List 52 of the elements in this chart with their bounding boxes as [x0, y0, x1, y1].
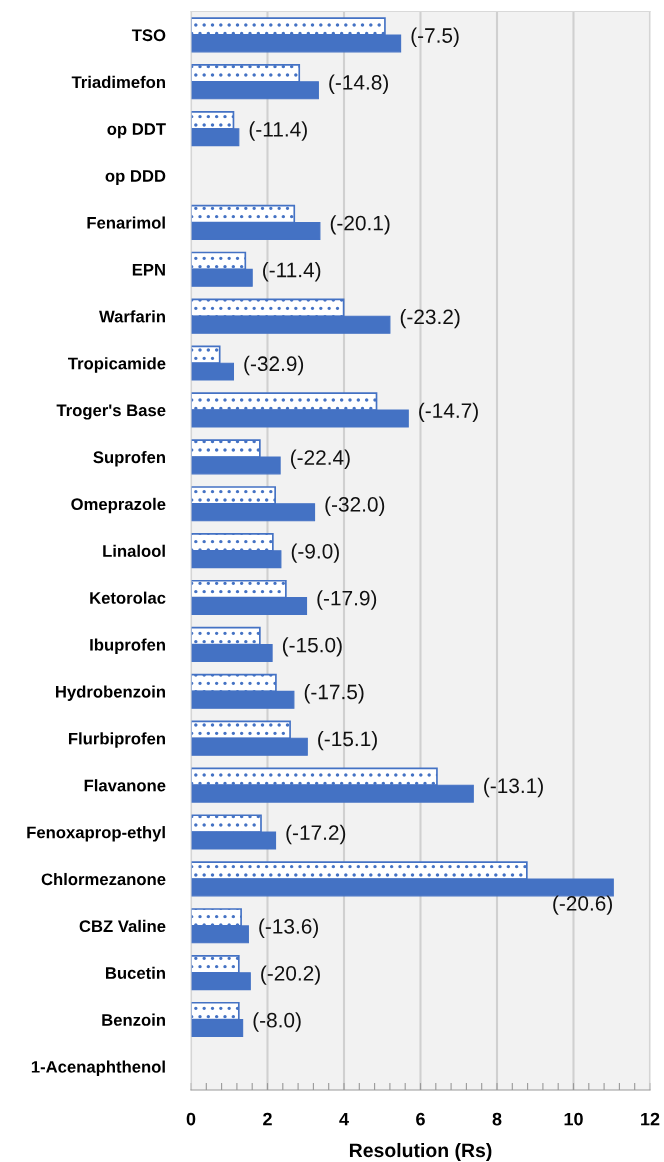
annotation: (-20.2): [261, 965, 320, 985]
annotation: (-17.5): [304, 684, 364, 704]
y-tick-label: Bucetin: [106, 966, 165, 979]
annotation: (-14.7): [419, 402, 478, 423]
y-tick-label: Fenoxaprop-ethyl: [27, 826, 165, 842]
annotation: (-13.6): [259, 918, 319, 938]
y-tick-label: Ibuprofen: [90, 638, 165, 655]
x-tick-label: 10: [564, 1112, 583, 1126]
y-tick-label: op DDD: [105, 170, 166, 186]
y-tick-label: TSO: [131, 29, 166, 42]
y-tick-label: Tropicamide: [68, 357, 166, 373]
annotation: (-14.8): [329, 74, 388, 94]
annotation: (-23.2): [400, 308, 460, 329]
y-tick-label: Suprofen: [93, 450, 165, 467]
y-tick-label: Flurbiprofen: [68, 732, 165, 748]
y-tick-label: Chlormezanone: [41, 872, 166, 886]
y-tick-label: EPN: [132, 263, 165, 276]
y-tick-label: Benzoin: [102, 1013, 165, 1026]
y-tick-label: Warfarin: [99, 310, 165, 323]
annotation: (-11.4): [249, 121, 307, 141]
y-tick-label: Linalool: [103, 544, 165, 557]
annotation: (-20.1): [330, 215, 390, 235]
y-tick-label: Omeprazole: [71, 497, 166, 514]
x-tick-label: 8: [492, 1112, 502, 1126]
annotation: (-8.0): [253, 1012, 301, 1032]
x-tick-label: 4: [339, 1112, 349, 1126]
x-axis-title: Resolution (Rs): [349, 1142, 492, 1162]
x-tick-label: 6: [416, 1112, 425, 1126]
x-tick-label: 0: [186, 1112, 196, 1126]
annotation: (-9.0): [291, 543, 339, 563]
annotation: (-17.9): [317, 590, 377, 610]
annotation: (-22.4): [290, 449, 350, 470]
annotation: (-32.0): [325, 496, 385, 516]
annotation: (-20.6): [553, 895, 612, 915]
y-tick-label: Ketorolac: [90, 591, 166, 604]
y-tick-label: Flavanone: [84, 779, 166, 792]
x-tick-label: 2: [263, 1112, 272, 1126]
y-tick-label: Hydrobenzoin: [56, 685, 165, 701]
y-tick-label: Fenarimol: [87, 216, 165, 229]
y-tick-label: Troger's Base: [56, 404, 166, 420]
y-tick-label: Triadimefon: [71, 75, 165, 89]
annotation: (-17.2): [286, 824, 346, 845]
annotation: (-32.9): [244, 355, 304, 376]
annotation: (-7.5): [411, 27, 459, 47]
annotation: (-13.1): [484, 777, 543, 798]
x-tick-label: 12: [641, 1112, 660, 1126]
y-tick-label: CBZ Valine: [79, 919, 166, 933]
annotation: (-11.4): [263, 262, 321, 282]
annotation: (-15.1): [318, 730, 377, 751]
annotation: (-15.0): [282, 637, 342, 657]
y-tick-label: 1-Acenaphthenol: [31, 1060, 165, 1077]
y-tick-label: op DDT: [107, 123, 166, 139]
